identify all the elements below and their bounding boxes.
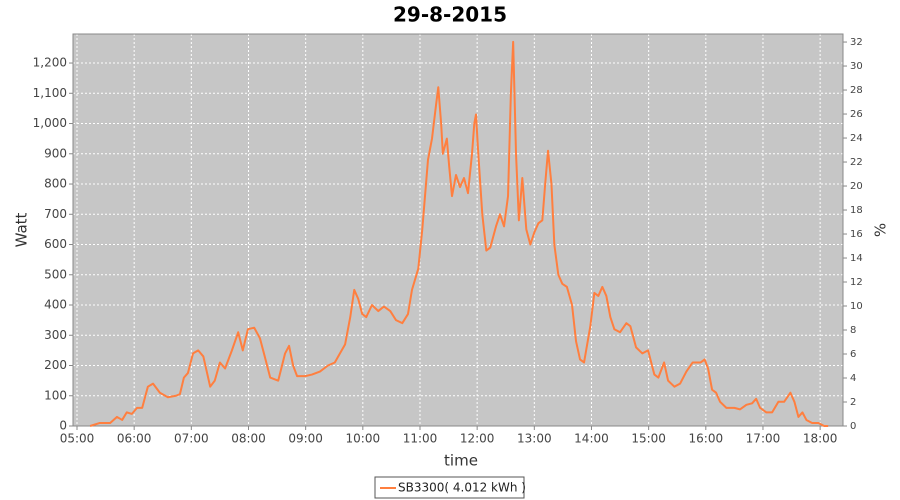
y-tick-label: 200 <box>44 358 67 372</box>
y2-tick-label: 2 <box>850 397 856 408</box>
x-tick-label: 16:00 <box>689 432 724 446</box>
x-tick-label: 14:00 <box>574 432 609 446</box>
y-tick-label: 600 <box>44 237 67 251</box>
x-tick-label: 18:00 <box>803 432 838 446</box>
y2-tick-label: 20 <box>850 181 863 192</box>
x-tick-label: 05:00 <box>60 432 95 446</box>
y2-tick-label: 24 <box>850 133 863 144</box>
y2-tick-label: 8 <box>850 325 856 336</box>
y2-tick-label: 30 <box>850 61 863 72</box>
series-line <box>89 40 829 427</box>
y-tick-label: 1,000 <box>33 116 67 130</box>
x-tick-label: 07:00 <box>174 432 209 446</box>
y2-tick-label: 32 <box>850 37 863 48</box>
x-tick-label: 13:00 <box>517 432 552 446</box>
y-tick-label: 0 <box>59 419 67 433</box>
y-axis-title: Watt <box>13 212 31 247</box>
y-tick-label: 1,100 <box>33 86 67 100</box>
x-axis-title: time <box>444 452 478 470</box>
y2-tick-label: 26 <box>850 109 863 120</box>
plot-border <box>72 33 844 427</box>
y2-tick-label: 22 <box>850 157 863 168</box>
y2-tick-label: 0 <box>850 421 856 432</box>
y-tick-label: 300 <box>44 328 67 342</box>
y2-tick-label: 12 <box>850 277 863 288</box>
y2-tick-label: 6 <box>850 349 856 360</box>
y2-axis-title: % <box>872 223 890 237</box>
y2-tick-label: 28 <box>850 85 863 96</box>
x-tick-label: 17:00 <box>746 432 781 446</box>
y-tick-label: 800 <box>44 177 67 191</box>
chart-title: 29-8-2015 <box>393 3 507 27</box>
x-tick-label: 08:00 <box>231 432 266 446</box>
plot-area <box>73 34 843 426</box>
y-tick-label: 500 <box>44 267 67 281</box>
x-tick-label: 10:00 <box>346 432 381 446</box>
y-tick-label: 100 <box>44 388 67 402</box>
y2-tick-label: 14 <box>850 253 863 264</box>
legend-label: SB3300( 4.012 kWh ) <box>398 481 526 495</box>
y2-tick-label: 10 <box>850 301 863 312</box>
x-tick-label: 15:00 <box>631 432 666 446</box>
y2-tick-label: 4 <box>850 373 856 384</box>
x-tick-label: 09:00 <box>288 432 323 446</box>
y-tick-label: 1,200 <box>33 56 67 70</box>
x-tick-label: 12:00 <box>460 432 495 446</box>
y-tick-label: 900 <box>44 146 67 160</box>
y-tick-label: 700 <box>44 207 67 221</box>
x-tick-label: 11:00 <box>403 432 438 446</box>
y2-tick-label: 16 <box>850 229 863 240</box>
x-tick-label: 06:00 <box>117 432 152 446</box>
y2-tick-label: 18 <box>850 205 863 216</box>
legend-box <box>374 476 525 499</box>
y-tick-label: 400 <box>44 298 67 312</box>
